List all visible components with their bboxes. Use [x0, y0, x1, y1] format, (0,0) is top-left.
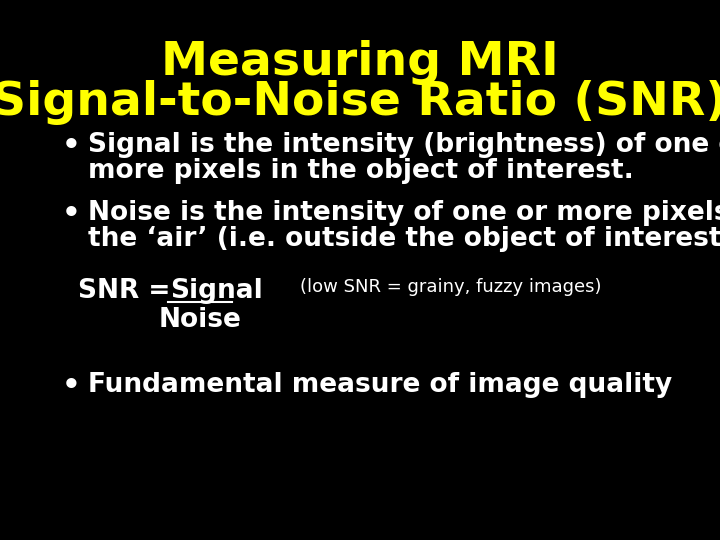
- Text: more pixels in the object of interest.: more pixels in the object of interest.: [88, 158, 634, 184]
- Text: Signal-to-Noise Ratio (SNR): Signal-to-Noise Ratio (SNR): [0, 80, 720, 125]
- Text: (low SNR = grainy, fuzzy images): (low SNR = grainy, fuzzy images): [300, 278, 601, 296]
- Text: •: •: [62, 372, 81, 400]
- Text: Noise: Noise: [158, 307, 241, 333]
- Text: SNR =: SNR =: [78, 278, 179, 304]
- Text: the ‘air’ (i.e. outside the object of interest).: the ‘air’ (i.e. outside the object of in…: [88, 226, 720, 252]
- Text: •: •: [62, 132, 81, 160]
- Text: Noise is the intensity of one or more pixels in: Noise is the intensity of one or more pi…: [88, 200, 720, 226]
- Text: •: •: [62, 200, 81, 228]
- Text: Measuring MRI: Measuring MRI: [161, 40, 559, 85]
- Text: Signal is the intensity (brightness) of one or: Signal is the intensity (brightness) of …: [88, 132, 720, 158]
- Text: Fundamental measure of image quality: Fundamental measure of image quality: [88, 372, 672, 398]
- Text: Signal: Signal: [170, 278, 263, 304]
